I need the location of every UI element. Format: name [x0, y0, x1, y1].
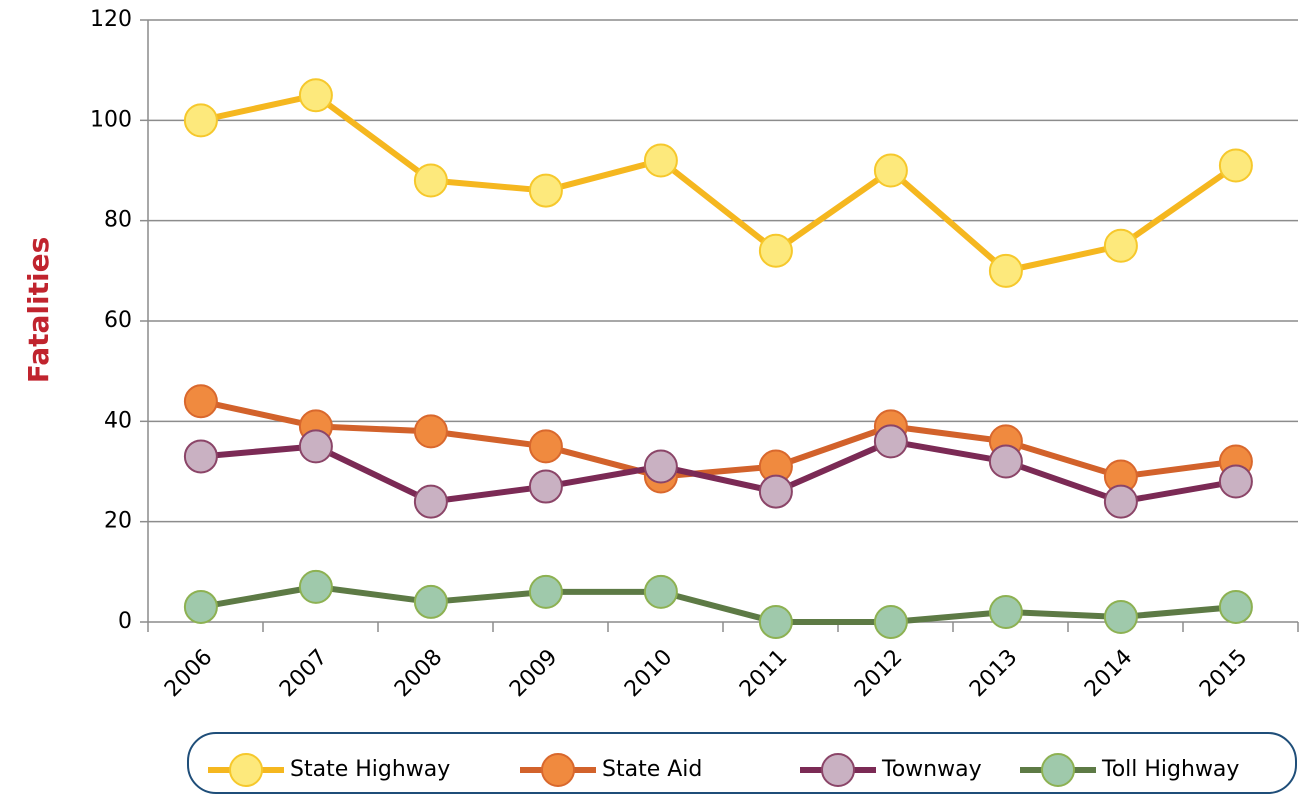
marker: [298, 429, 333, 464]
marker: [758, 605, 793, 639]
legend-marker: [541, 753, 575, 787]
series-line: [200, 438, 1237, 505]
x-tick-label: 2006: [160, 645, 217, 702]
marker: [528, 173, 563, 208]
x-tick-label: 2009: [505, 645, 562, 702]
x-tick-label: 2008: [390, 645, 447, 702]
marker: [758, 474, 793, 509]
marker: [1218, 589, 1253, 624]
x-tick-label: 2015: [1195, 645, 1252, 702]
marker: [183, 384, 218, 419]
y-axis-label: Fatalities: [22, 237, 55, 384]
marker: [413, 414, 448, 449]
series-line: [200, 398, 1237, 480]
legend-label: Toll Highway: [1101, 757, 1239, 782]
series-line: [200, 583, 1237, 625]
marker: [298, 78, 333, 113]
marker: [1218, 464, 1253, 499]
marker: [1103, 599, 1138, 634]
legend-marker: [229, 753, 263, 787]
marker: [988, 253, 1023, 288]
x-tick-label: 2013: [965, 645, 1022, 702]
marker: [988, 444, 1023, 479]
marker: [413, 484, 448, 519]
marker: [1103, 484, 1138, 519]
marker: [758, 233, 793, 268]
marker: [873, 605, 908, 639]
marker: [183, 439, 218, 474]
y-tick-label: 80: [104, 208, 132, 233]
marker: [873, 153, 908, 188]
marker: [528, 429, 563, 464]
marker: [1103, 228, 1138, 263]
x-tick-label: 2014: [1080, 645, 1137, 702]
y-tick-label: 60: [104, 308, 132, 333]
marker: [298, 569, 333, 604]
marker: [1218, 148, 1253, 183]
y-tick-label: 0: [118, 609, 132, 634]
legend-label: Townway: [881, 757, 982, 782]
y-tick-label: 100: [90, 107, 132, 132]
marker: [413, 163, 448, 198]
marker: [643, 143, 678, 178]
legend-label: State Highway: [290, 757, 450, 782]
marker: [643, 449, 678, 484]
legend-marker: [821, 753, 855, 787]
x-tick-label: 2007: [275, 645, 332, 702]
marker: [183, 103, 218, 138]
marker: [988, 594, 1023, 629]
marker: [413, 584, 448, 619]
y-tick-label: 120: [90, 7, 132, 32]
legend-marker: [1041, 753, 1075, 787]
series-line: [200, 92, 1238, 274]
marker: [528, 574, 563, 609]
x-tick-label: 2010: [620, 645, 677, 702]
marker: [528, 469, 563, 504]
x-tick-label: 2012: [850, 645, 907, 702]
y-tick-label: 20: [104, 509, 132, 534]
y-tick-label: 40: [104, 408, 132, 433]
marker: [643, 574, 678, 609]
x-tick-label: 2011: [735, 645, 792, 702]
marker: [183, 589, 218, 624]
legend-box: [187, 732, 1297, 794]
marker: [873, 424, 908, 459]
legend-label: State Aid: [602, 757, 702, 782]
